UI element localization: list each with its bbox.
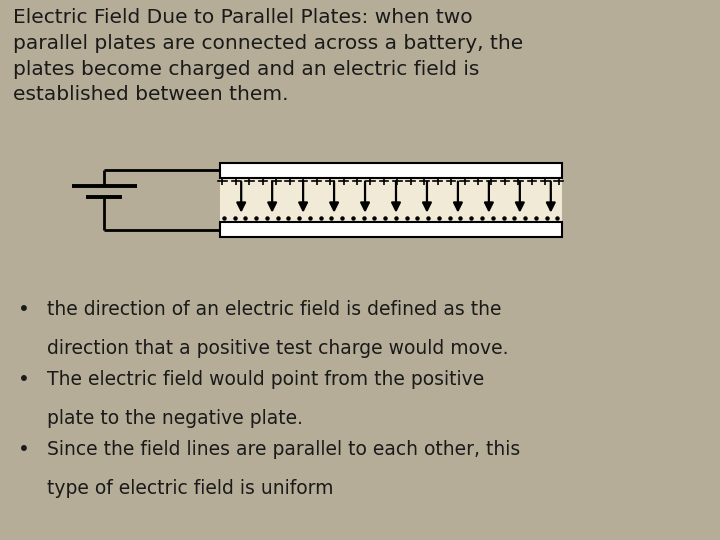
Bar [220,163,562,178]
Text: plate to the negative plate.: plate to the negative plate. [47,409,303,428]
Text: The electric field would point from the positive: The electric field would point from the … [47,370,484,389]
Text: Electric Field Due to Parallel Plates: when two
parallel plates are connected ac: Electric Field Due to Parallel Plates: w… [13,8,523,104]
Bar [220,222,562,237]
Text: Since the field lines are parallel to each other, this: Since the field lines are parallel to ea… [47,440,520,459]
Text: •: • [18,300,30,319]
Text: direction that a positive test charge would move.: direction that a positive test charge wo… [47,339,508,357]
Text: type of electric field is uniform: type of electric field is uniform [47,479,333,498]
Text: •: • [18,370,30,389]
Text: the direction of an electric field is defined as the: the direction of an electric field is de… [47,300,501,319]
Text: •: • [18,440,30,459]
Bar [220,178,562,222]
